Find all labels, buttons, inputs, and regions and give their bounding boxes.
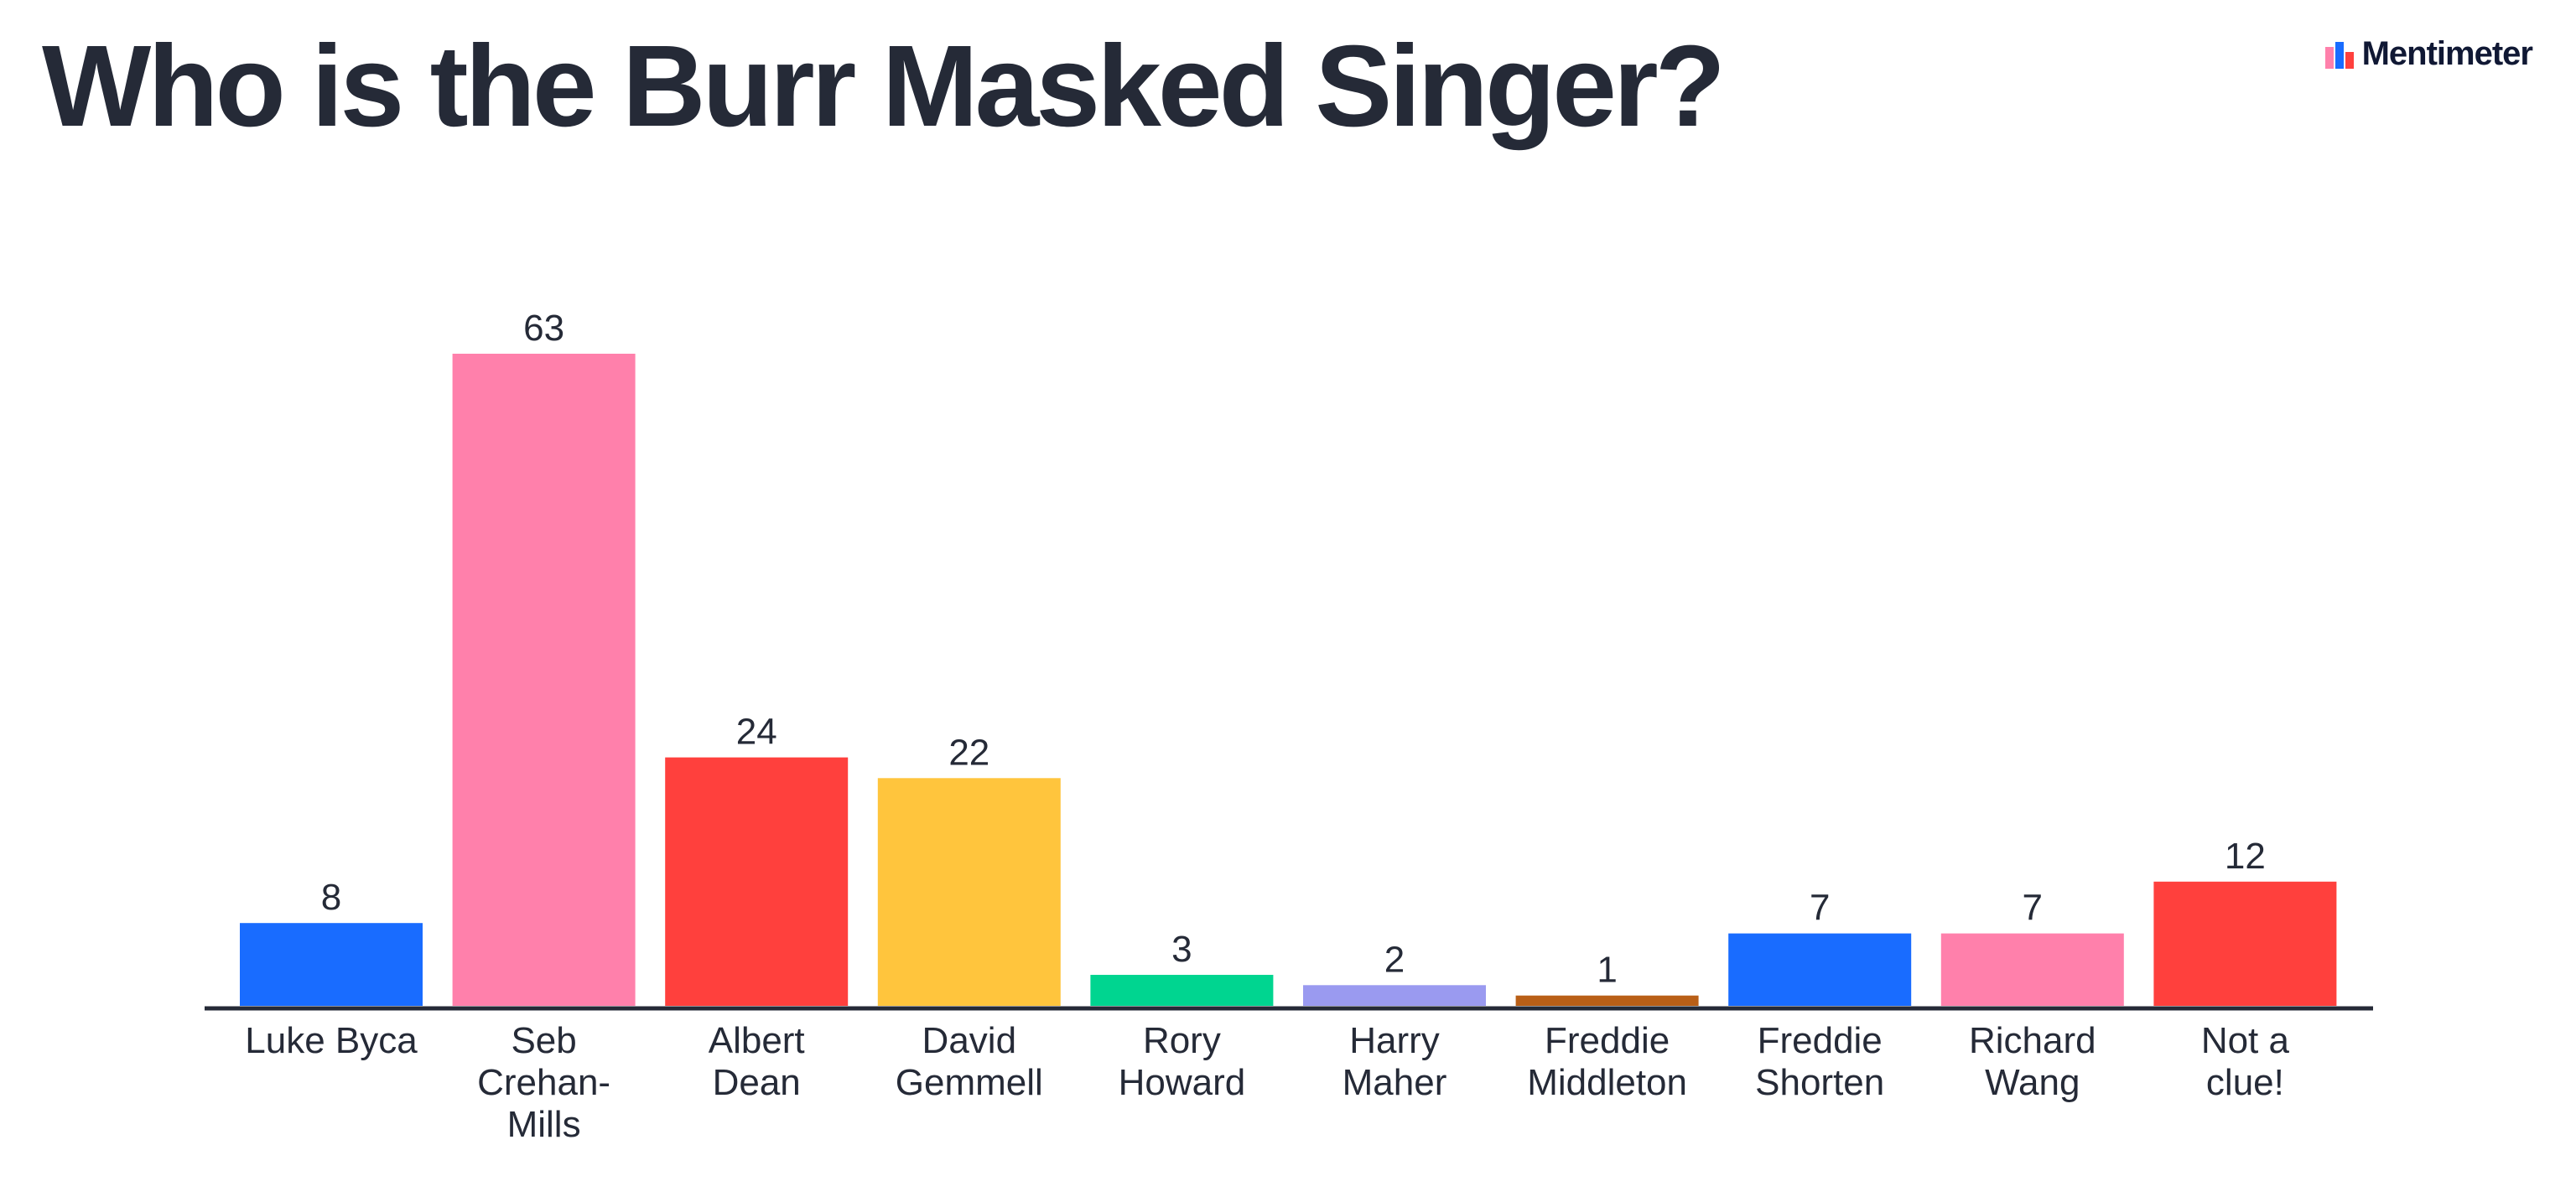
bar-0	[240, 923, 423, 1006]
value-labels-group: 8 63 24 22 3 2 1 7 7 12	[321, 308, 2266, 991]
value-label-1: 63	[523, 308, 564, 349]
category-label-line: clue!	[2206, 1062, 2284, 1103]
category-label-line: Harry	[1349, 1020, 1440, 1061]
category-label-0: Luke Byca	[245, 1020, 418, 1061]
category-label-line: Freddie	[1545, 1020, 1670, 1061]
category-label-line: Seb	[511, 1020, 576, 1061]
value-label-9: 12	[2225, 836, 2266, 877]
bar-5	[1303, 985, 1486, 1006]
category-label-line: Crehan-	[477, 1062, 610, 1103]
page-title: Who is the Burr Masked Singer?	[42, 22, 1726, 151]
category-label-line: Richard	[1969, 1020, 2096, 1061]
value-label-4: 3	[1171, 929, 1192, 970]
category-label-line: Maher	[1343, 1062, 1447, 1103]
category-labels-group: Luke Byca Seb Crehan-Mills Albert Dean David G…	[245, 1020, 2289, 1145]
brand-logo: Mentimeter	[2324, 35, 2533, 73]
category-label-line: Gemmell	[896, 1062, 1043, 1103]
category-label-line: Shorten	[1755, 1062, 1884, 1103]
brand-name: Mentimeter	[2361, 35, 2533, 72]
category-label-4: Rory Howard	[1119, 1020, 1246, 1103]
bar-4	[1090, 975, 1274, 1006]
category-label-line: Howard	[1119, 1062, 1246, 1103]
category-label-8: Richard Wang	[1969, 1020, 2096, 1103]
bar-1	[452, 354, 636, 1006]
category-label-line: Middleton	[1527, 1062, 1687, 1103]
category-label-line: Not a	[2201, 1020, 2290, 1061]
bars-group	[240, 354, 2337, 1006]
bar-9	[2153, 881, 2337, 1006]
value-label-6: 1	[1597, 950, 1617, 991]
category-label-line: Wang	[1985, 1062, 2080, 1103]
bar-7	[1728, 933, 1912, 1006]
category-label-1: Seb Crehan-Mills	[477, 1020, 610, 1145]
category-label-line: Mills	[507, 1104, 581, 1145]
category-label-line: Albert	[709, 1020, 805, 1061]
mentimeter-logo-icon	[2324, 41, 2354, 69]
bar-3	[877, 778, 1061, 1006]
category-label-7: Freddie Shorten	[1755, 1020, 1884, 1103]
value-label-7: 7	[1810, 888, 1830, 929]
value-label-5: 2	[1384, 939, 1405, 980]
category-label-line: Luke Byca	[245, 1020, 418, 1061]
category-label-line: Freddie	[1758, 1020, 1883, 1061]
category-label-line: Rory	[1143, 1020, 1221, 1061]
value-label-0: 8	[321, 877, 341, 918]
category-label-2: Albert Dean	[709, 1020, 805, 1103]
value-label-3: 22	[948, 732, 989, 773]
category-label-line: Dean	[713, 1062, 801, 1103]
category-label-3: David Gemmell	[896, 1020, 1043, 1103]
category-label-5: Harry Maher	[1343, 1020, 1447, 1103]
bar-2	[665, 757, 849, 1006]
category-label-line: David	[922, 1020, 1017, 1061]
bar-8	[1940, 933, 2124, 1006]
value-label-8: 7	[2023, 888, 2043, 929]
value-label-2: 24	[736, 712, 777, 753]
category-label-9: Not a clue!	[2201, 1020, 2290, 1103]
category-label-6: Freddie Middleton	[1527, 1020, 1687, 1103]
bar-6	[1515, 995, 1699, 1006]
